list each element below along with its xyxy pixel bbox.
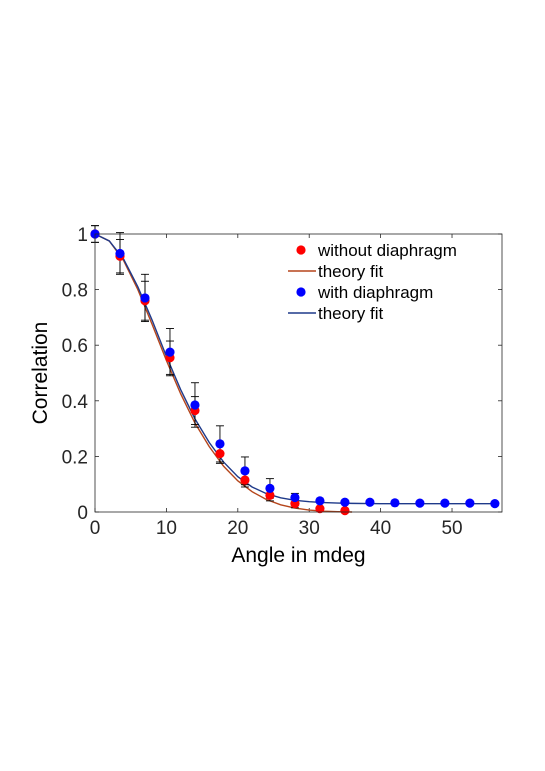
data-point-with-diaphragm [340,497,350,507]
data-point-with-diaphragm [165,347,175,357]
y-tick-label: 0.8 [62,281,88,302]
legend-label: theory fit [318,304,383,323]
x-tick-label: 50 [441,518,462,539]
y-tick-label: 0 [77,503,88,524]
plot-frame [94,233,503,513]
y-tick-label: 0.2 [62,447,88,468]
data-point-with-diaphragm [440,498,450,508]
data-point-without-diaphragm [265,490,275,500]
legend-label: without diaphragm [317,241,457,260]
data-point-without-diaphragm [215,449,225,459]
data-series [90,225,500,516]
data-point-without-diaphragm [240,475,250,485]
legend-item-0: without diaphragm [296,241,457,260]
data-point-with-diaphragm [215,439,225,449]
axis-ticks: 0 10 20 30 40 50 0 0.2 0.4 0.6 0.8 1 [62,225,502,539]
legend-item-1: theory fit [288,262,383,281]
legend-item-3: theory fit [288,304,383,323]
data-point-with-diaphragm [490,499,500,509]
data-point-with-diaphragm [315,496,325,506]
data-point-with-diaphragm [265,483,275,493]
data-point-with-diaphragm [240,466,250,476]
x-tick-label: 0 [90,518,101,539]
y-tick-label: 1 [77,225,88,246]
data-point-without-diaphragm [340,506,350,516]
data-point-with-diaphragm [290,492,300,503]
y-tick-label: 0.6 [62,336,88,357]
y-axis-label: Correlation [29,322,52,425]
y-tick-label: 0.4 [62,392,89,413]
series-line-theory-fit-3 [94,233,495,505]
x-axis-label: Angle in mdeg [231,544,365,567]
legend-item-2: with diaphragm [296,283,433,302]
data-point-with-diaphragm [390,498,400,508]
legend: without diaphragm theory fit with diaphrag… [288,241,457,323]
data-point-with-diaphragm [465,498,475,508]
x-tick-label: 30 [299,518,320,539]
plot-area [95,234,502,512]
data-point-with-diaphragm [115,248,125,259]
x-tick-label: 10 [156,518,177,539]
legend-label: with diaphragm [317,283,433,302]
x-tick-label: 40 [370,518,391,539]
data-point-with-diaphragm [365,497,375,507]
series-line-theory-fit-1 [94,233,353,513]
x-tick-label: 20 [227,518,248,539]
data-point-with-diaphragm [415,498,425,508]
data-point-with-diaphragm [140,293,150,303]
legend-marker [296,287,306,297]
legend-marker [296,245,306,255]
data-point-with-diaphragm [190,400,200,410]
legend-label: theory fit [318,262,383,281]
data-point-without-diaphragm [315,504,325,514]
